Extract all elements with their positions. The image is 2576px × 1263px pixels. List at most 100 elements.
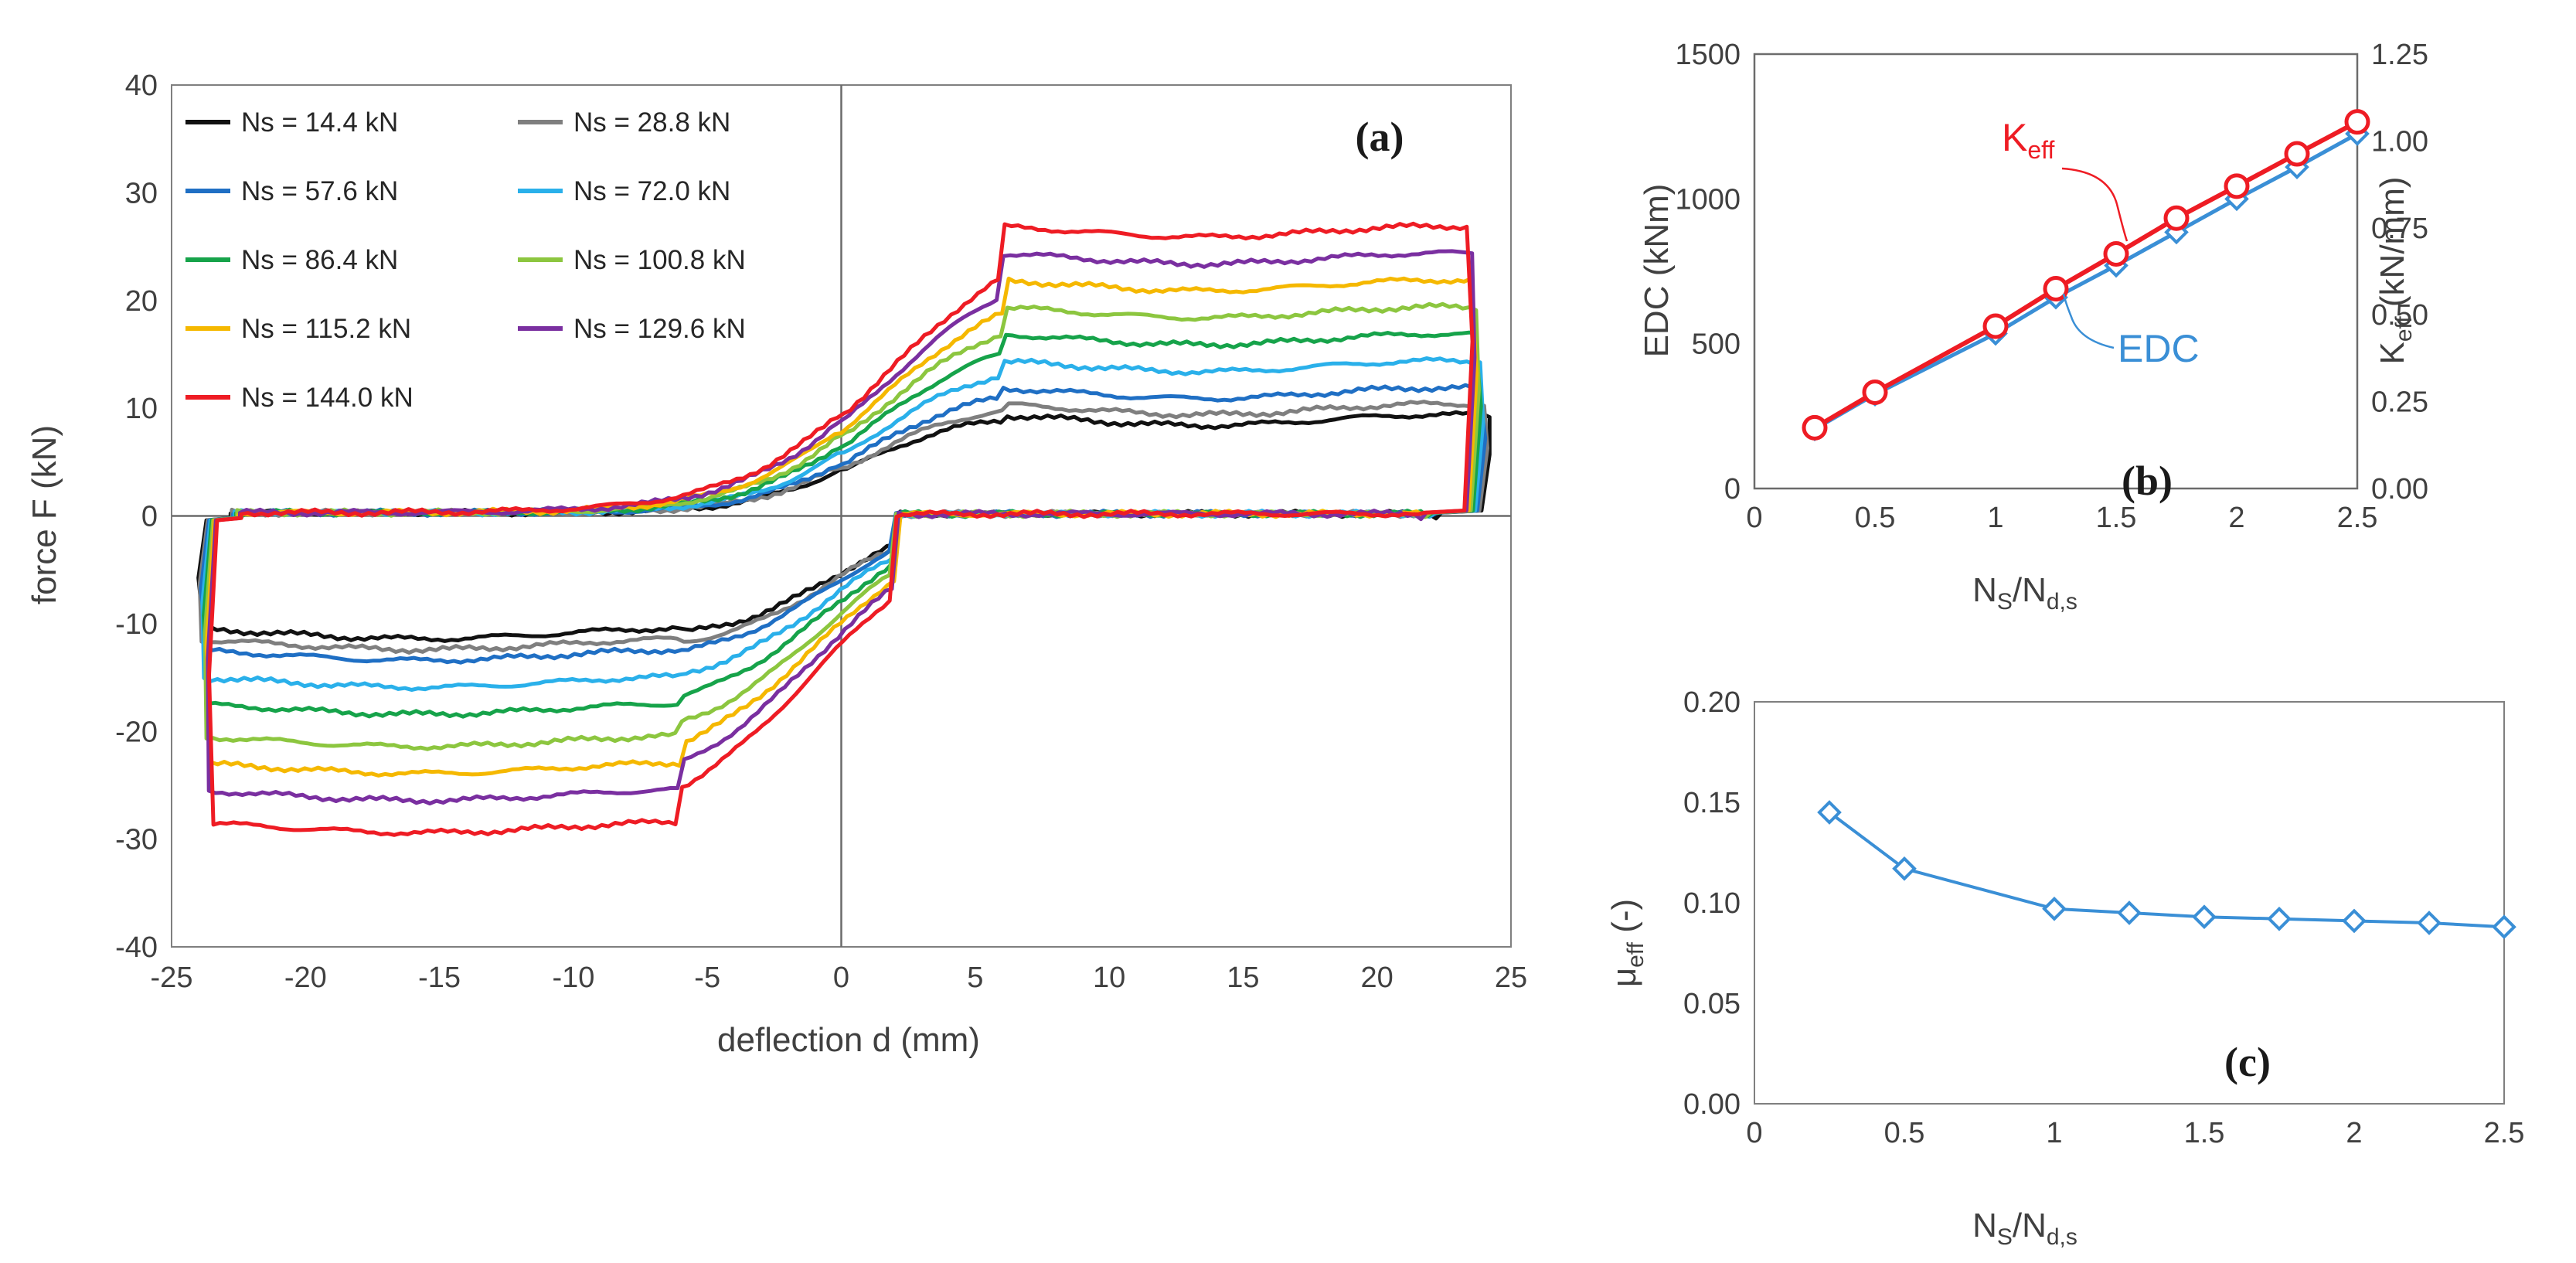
panel-c-mu-point — [2492, 914, 2516, 940]
panel-a-y-tick-label: -10 — [115, 608, 158, 641]
panel-a-legend-label: Ns = 115.2 kN — [241, 314, 411, 344]
panel-a-x-tick-label: 5 — [967, 962, 983, 994]
panel-a-hysteresis-chart: -25 -20 -15 -10 -5 0 5 10 15 20 25 -40 -30 -20 -10 0 10 2… — [26, 70, 1527, 1059]
panel-b-marks: Keff EDC — [1802, 109, 2370, 442]
panel-b-keff-point — [2224, 173, 2250, 199]
panel-b-keff-point — [2344, 109, 2370, 135]
panel-c-marks — [1817, 800, 2516, 940]
panel-a-x-tick-label: -5 — [694, 962, 720, 994]
panel-c-mu-point — [2342, 908, 2367, 934]
panel-a-y-axis-label: force F (kN) — [26, 425, 63, 604]
panel-b-y-tick-label: 1000 — [1675, 183, 1741, 216]
panel-a-series-line — [197, 400, 1489, 655]
panel-c-mu-point — [1817, 800, 1842, 825]
panel-a-x-tick-label: 15 — [1227, 962, 1259, 994]
panel-c-x-tick-label: 0.5 — [1884, 1117, 1925, 1149]
panel-a-x-tick-label: 25 — [1495, 962, 1527, 994]
panel-a-x-tick-label: 20 — [1361, 962, 1393, 994]
panel-c-label: (c) — [2224, 1039, 2271, 1085]
panel-c-y-tick-label: 0.00 — [1683, 1088, 1741, 1121]
panel-c-mu-point — [2267, 906, 2292, 931]
panel-a-y-tick-label: 40 — [125, 70, 158, 102]
panel-a-legend-label: Ns = 72.0 kN — [573, 176, 730, 206]
panel-b-edc-leader-line — [2062, 293, 2115, 349]
panel-a-legend: Ns = 14.4 kN Ns = 28.8 kN Ns = 57.6 kN Ns =… — [185, 107, 746, 413]
panel-c-mu-point — [2417, 911, 2442, 935]
panel-a-x-tick-label: -15 — [418, 962, 461, 994]
panel-b-y2-tick-label: 0.75 — [2371, 213, 2428, 245]
panel-b-y2-tick-label: 0.00 — [2371, 473, 2428, 506]
panel-a-x-tick-label: 0 — [833, 962, 849, 994]
panel-a-curves — [196, 221, 1492, 837]
panel-b-keff-point — [2163, 205, 2190, 231]
panel-a-y-tick-label: 0 — [141, 501, 158, 533]
panel-b-edc-line — [1813, 131, 2359, 431]
panel-b-x-tick-label: 2 — [2228, 502, 2244, 534]
panel-a-ticks: -25 -20 -15 -10 -5 0 5 10 15 20 25 -40 -30 -20 -10 0 10 2… — [115, 70, 1527, 994]
panel-b-x-tick-label: 1 — [1987, 502, 2003, 534]
panel-a-legend-label: Ns = 86.4 kN — [241, 245, 398, 275]
panel-a-y-tick-label: 20 — [125, 285, 158, 318]
panel-b-axes — [1753, 53, 2359, 490]
panel-b-x-tick-label: 2.5 — [2337, 502, 2378, 534]
panel-b-keff-annotation: Keff — [2002, 116, 2054, 164]
panel-c-plot-frame — [1754, 701, 2505, 1105]
panel-a-legend-label: Ns = 100.8 kN — [573, 245, 746, 275]
panel-a-y-tick-label: -20 — [115, 716, 158, 748]
panel-b-y-axis-label: EDC (kNm) — [1638, 184, 1676, 358]
panel-b-edc-keff-chart: Keff EDC 0 0.5 1 1.5 2 2.5 0 500 1000 1500 0.00 0.25… — [1638, 39, 2428, 614]
panel-b-y-tick-label: 500 — [1692, 329, 1741, 361]
panel-b-y2-tick-label: 0.50 — [2371, 299, 2428, 332]
panel-c-mu-point — [1892, 856, 1917, 881]
panel-b-plot-frame — [1753, 53, 2359, 490]
panel-b-y2-tick-label: 1.00 — [2371, 125, 2428, 158]
panel-b-ticks: 0 0.5 1 1.5 2 2.5 0 500 1000 1500 0.00 0.25 0.50 0.75… — [1675, 39, 2428, 534]
panel-c-mu-line — [1828, 811, 2505, 929]
panel-b-keff-point — [1982, 313, 2009, 339]
panel-a-x-tick-label: -25 — [151, 962, 193, 994]
panel-a-x-tick-label: -20 — [284, 962, 327, 994]
panel-b-x-tick-label: 1.5 — [2096, 502, 2137, 534]
panel-c-x-tick-label: 1 — [2046, 1117, 2062, 1149]
panel-b-y2-axis-label: Keff (kN/mm) — [2374, 176, 2417, 364]
panel-b-keff-point — [2103, 241, 2129, 267]
panel-b-x-axis-label: NS/Nd,s — [1972, 571, 2077, 614]
panel-a-y-tick-label: 30 — [125, 177, 158, 209]
panel-b-y2-tick-label: 1.25 — [2371, 39, 2428, 71]
panel-c-y-tick-label: 0.15 — [1683, 787, 1741, 819]
panel-a-y-tick-label: 10 — [125, 393, 158, 425]
panel-a-legend-label: Ns = 57.6 kN — [241, 176, 398, 206]
panel-a-y-tick-label: -40 — [115, 931, 158, 964]
panel-c-x-tick-label: 2 — [2346, 1117, 2362, 1149]
panel-b-keff-point — [2043, 275, 2069, 301]
panel-a-legend-label: Ns = 28.8 kN — [573, 107, 730, 138]
panel-c-x-axis-label: NS/Nd,s — [1972, 1207, 2077, 1250]
panel-c-y-tick-label: 0.20 — [1683, 686, 1741, 719]
panel-c-ticks: 0 0.5 1 1.5 2 2.5 0.00 0.05 0.10 0.15 0.20 — [1683, 686, 2524, 1149]
panel-b-label: (b) — [2122, 458, 2173, 504]
panel-c-axes — [1754, 701, 2505, 1105]
panel-b-y-tick-label: 1500 — [1675, 39, 1741, 71]
panel-b-keff-point — [1862, 379, 1888, 405]
panel-b-x-tick-label: 0.5 — [1855, 502, 1896, 534]
panel-c-mu-point — [2117, 900, 2142, 925]
panel-c-x-tick-label: 0 — [1746, 1117, 1762, 1149]
panel-b-y2-tick-label: 0.25 — [2371, 386, 2428, 419]
panel-c-y-axis-label: μeff (-) — [1605, 899, 1649, 987]
panel-a-x-tick-label: 10 — [1093, 962, 1125, 994]
panel-c-y-tick-label: 0.05 — [1683, 988, 1741, 1020]
panel-a-legend-label: Ns = 14.4 kN — [241, 107, 398, 138]
panel-a-y-tick-label: -30 — [115, 824, 158, 856]
panel-a-label: (a) — [1356, 114, 1404, 160]
panel-b-keff-point — [1802, 414, 1828, 441]
panel-c-x-tick-label: 1.5 — [2184, 1117, 2225, 1149]
panel-a-series-line — [207, 221, 1475, 837]
panel-a-x-axis-label: deflection d (mm) — [717, 1021, 980, 1059]
panel-a-x-tick-label: -10 — [552, 962, 594, 994]
panel-b-edc-annotation: EDC — [2118, 327, 2200, 370]
panel-c-x-tick-label: 2.5 — [2484, 1117, 2525, 1149]
panel-b-keff-leader-line — [2061, 167, 2129, 242]
panel-c-mu-chart: 0 0.5 1 1.5 2 2.5 0.00 0.05 0.10 0.15 0.20 μeff (-… — [1605, 686, 2524, 1250]
panel-b-keff-line — [1813, 120, 2359, 430]
